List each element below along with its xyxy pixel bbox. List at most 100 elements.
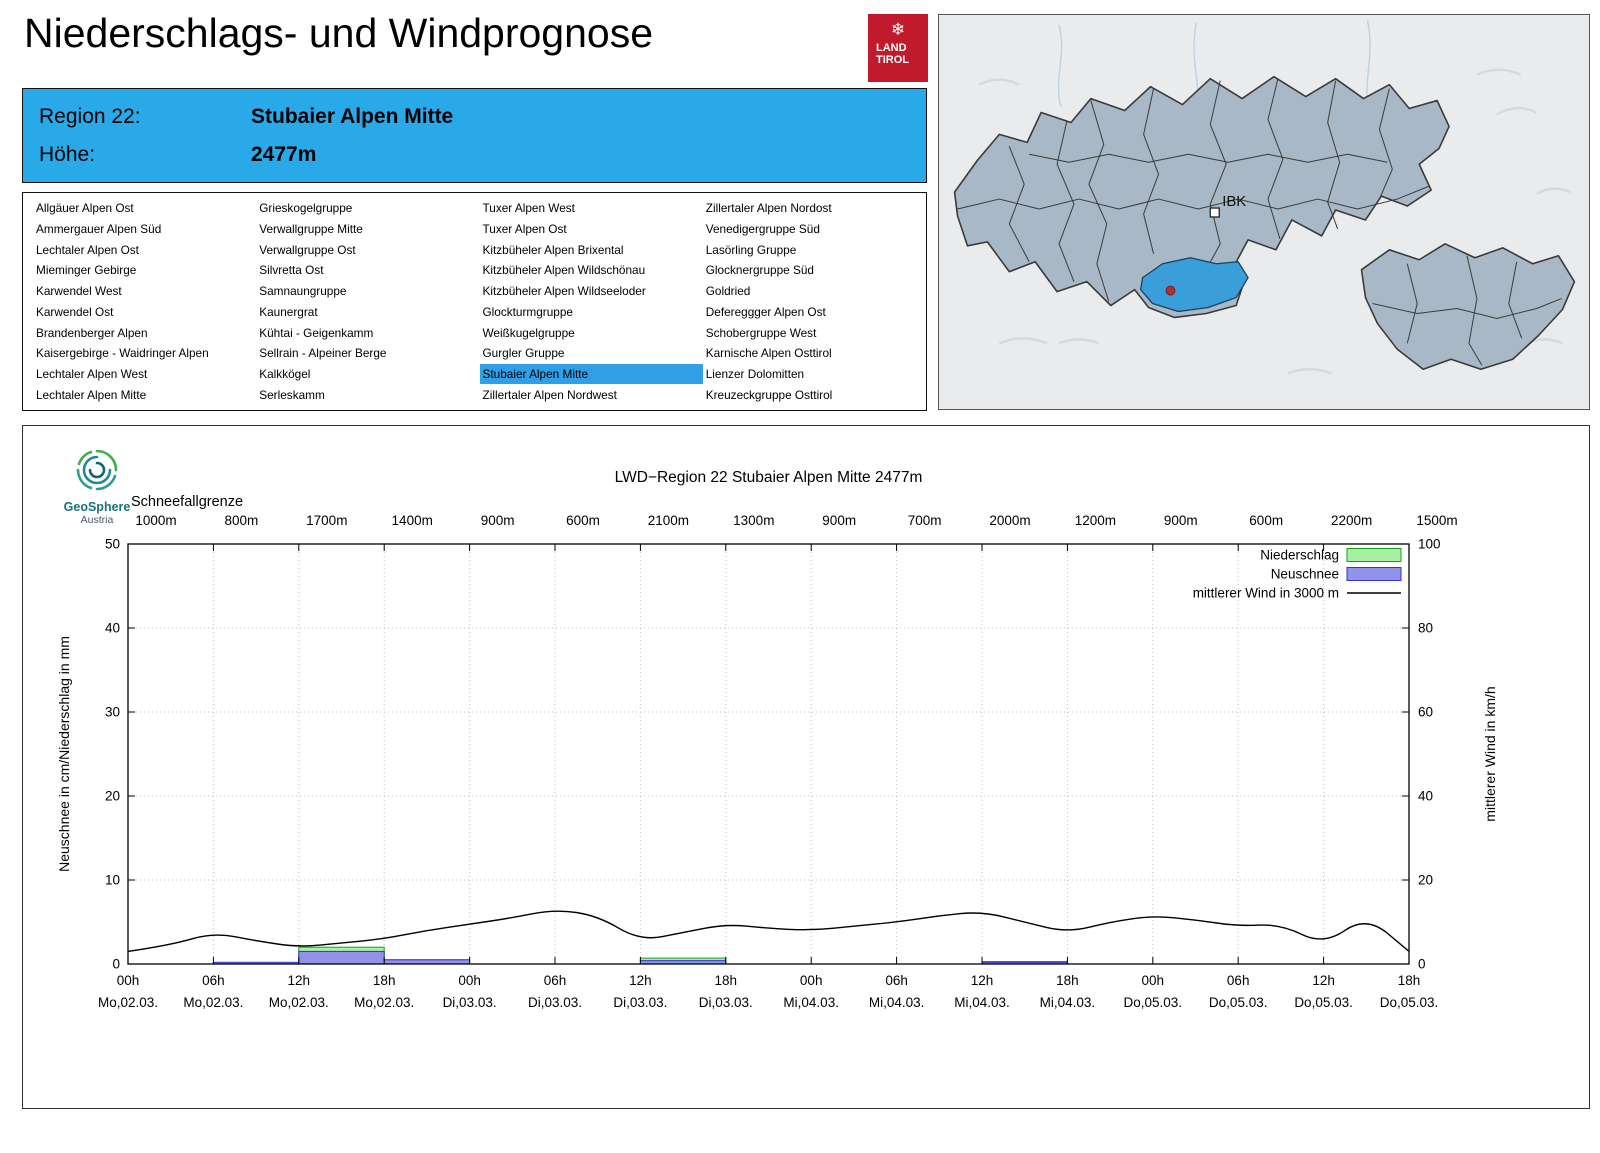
- region-list-item[interactable]: Mieminger Gebirge: [36, 263, 137, 278]
- region-list-item[interactable]: Kaisergebirge - Waidringer Alpen: [36, 346, 209, 361]
- region-list-item[interactable]: Karwendel West: [36, 284, 122, 299]
- geosphere-name: GeoSphere: [63, 500, 131, 514]
- region-label: Region 22:: [39, 105, 141, 128]
- region-list-item[interactable]: Kitzbüheler Alpen Wildschönau: [482, 263, 646, 278]
- x-tick-date-label: Do,05.03.: [1380, 995, 1439, 1010]
- x-tick-date-label: Do,05.03.: [1209, 995, 1268, 1010]
- wind-line: [127, 910, 1410, 953]
- tirol-map-svg[interactable]: IBK: [939, 15, 1589, 409]
- region-list-item[interactable]: Glockturmgruppe: [482, 304, 573, 319]
- altitude-label: Höhe:: [39, 143, 96, 166]
- region-list-item[interactable]: Glocknergruppe Süd: [705, 263, 814, 278]
- x-tick-time-label: 06h: [885, 973, 908, 988]
- snowline-value: 900m: [481, 513, 515, 528]
- region-list-item[interactable]: Allgäuer Alpen Ost: [36, 201, 134, 216]
- region-list-item[interactable]: Verwallgruppe Ost: [259, 242, 356, 257]
- geosphere-country: Austria: [80, 514, 114, 526]
- y-axis-label-right: mittlerer Wind in km/h: [1482, 686, 1498, 821]
- region-list-item[interactable]: Zillertaler Alpen Nordwest: [482, 387, 617, 402]
- region-list-item[interactable]: Kalkkögel: [259, 366, 311, 381]
- neuschnee-bar: [298, 950, 385, 965]
- x-tick-date-label: Mo,02.03.: [269, 995, 329, 1010]
- region-list-item[interactable]: Karwendel Ost: [36, 304, 114, 319]
- snowline-value: 1400m: [392, 513, 433, 528]
- region-list-item[interactable]: Weißkugelgruppe: [482, 325, 575, 340]
- region-list-item[interactable]: Verwallgruppe Mitte: [259, 222, 363, 237]
- map-region-north-tirol[interactable]: [953, 75, 1450, 319]
- region-list-item[interactable]: Brandenberger Alpen: [36, 325, 148, 340]
- region-list-item-selected[interactable]: Stubaier Alpen Mitte: [479, 363, 703, 385]
- y-tick-label-left: 0: [112, 957, 120, 972]
- region-list-item[interactable]: Samnaungruppe: [259, 284, 347, 299]
- region-list-item[interactable]: Silvretta Ost: [259, 263, 324, 278]
- x-tick-time-label: 18h: [1398, 973, 1421, 988]
- logo-text-tirol: TIROL: [876, 54, 909, 66]
- region-list-item[interactable]: Lasörling Gruppe: [705, 242, 797, 257]
- region-list-item[interactable]: Karnische Alpen Osttirol: [705, 346, 832, 361]
- snowline-value: 1700m: [306, 513, 347, 528]
- region-list-item[interactable]: Tuxer Alpen Ost: [482, 222, 567, 237]
- snowline-value: 1300m: [733, 513, 774, 528]
- region-list-item[interactable]: Kitzbüheler Alpen Wildseeloder: [482, 284, 646, 299]
- station-marker: [1165, 285, 1176, 296]
- forecast-chart-panel: GeoSphere Austria 0 10 20 30 40 50 0 20 40 60 80 10…: [22, 425, 1590, 1109]
- region-list-item[interactable]: Ammergauer Alpen Süd: [36, 222, 162, 237]
- region-list-item[interactable]: Kaunergrat: [259, 304, 318, 319]
- snowline-value: 700m: [908, 513, 942, 528]
- geosphere-swirl-icon: [76, 449, 118, 491]
- region-list-item[interactable]: Defereggger Alpen Ost: [705, 304, 826, 319]
- forecast-chart: 0 10 20 30 40 50 0 20 40 60 80 100 00h 06h 12h 18h 00h 06…: [56, 469, 1498, 1010]
- map-region-selected[interactable]: [1139, 257, 1249, 313]
- x-tick-date-label: Di,03.03.: [699, 995, 753, 1010]
- x-tick-time-label: 00h: [1142, 973, 1165, 988]
- x-tick-time-label: 12h: [1312, 973, 1335, 988]
- region-list-item[interactable]: Kühtai - Geigenkamm: [259, 325, 374, 340]
- y-tick-label-left: 10: [105, 873, 120, 888]
- region-list-item[interactable]: Lechtaler Alpen Ost: [36, 242, 139, 257]
- x-tick-date-label: Mi,04.03.: [783, 995, 839, 1010]
- x-tick-time-label: 12h: [971, 973, 994, 988]
- legend-label: mittlerer Wind in 3000 m: [1193, 586, 1339, 601]
- x-tick-time-label: 18h: [1056, 973, 1079, 988]
- region-list-item[interactable]: Sellrain - Alpeiner Berge: [259, 346, 387, 361]
- region-list-item[interactable]: Schobergruppe West: [705, 325, 817, 340]
- region-list-item[interactable]: Kitzbüheler Alpen Brixental: [482, 242, 624, 257]
- land-tirol-logo: ❄ LAND TIROL: [868, 14, 928, 82]
- region-list-item[interactable]: Grieskogelgruppe: [259, 201, 353, 216]
- region-banner: Region 22: Stubaier Alpen Mitte Höhe: 24…: [22, 88, 927, 183]
- x-tick-date-label: Di,03.03.: [613, 995, 667, 1010]
- y-tick-label-right: 0: [1418, 957, 1426, 972]
- map-regions[interactable]: IBK: [953, 75, 1576, 370]
- y-tick-label-left: 20: [105, 789, 120, 804]
- snowline-value: 1500m: [1416, 513, 1457, 528]
- snowline-label: Schneefallgrenze: [131, 494, 243, 510]
- ibk-marker: [1209, 207, 1220, 218]
- x-tick-time-label: 06h: [544, 973, 567, 988]
- region-list-item[interactable]: Goldried: [705, 284, 751, 299]
- chart-title: LWD−Region 22 Stubaier Alpen Mitte 2477m: [615, 469, 923, 486]
- region-list-item[interactable]: Venedigergruppe Süd: [705, 222, 820, 237]
- snowline-value: 600m: [566, 513, 600, 528]
- y-tick-label-left: 30: [105, 705, 120, 720]
- x-tick-date-label: Mo,02.03.: [183, 995, 243, 1010]
- region-borders: [957, 78, 1430, 302]
- y-axis-label-left: Neuschnee in cm/Niederschlag in mm: [56, 636, 72, 872]
- region-list-item[interactable]: Serleskamm: [259, 387, 325, 402]
- snowline-value: 2000m: [989, 513, 1030, 528]
- region-list-item[interactable]: Zillertaler Alpen Nordost: [705, 201, 832, 216]
- region-list-item[interactable]: Lechtaler Alpen Mitte: [36, 387, 147, 402]
- region-list-item[interactable]: Tuxer Alpen West: [482, 201, 575, 216]
- region-list-item[interactable]: Gurgler Gruppe: [482, 346, 565, 361]
- x-tick-time-label: 06h: [1227, 973, 1250, 988]
- tirol-map-panel[interactable]: IBK: [938, 14, 1590, 410]
- y-tick-label-right: 60: [1418, 705, 1433, 720]
- legend-swatch: [1346, 567, 1402, 581]
- snowline-value: 1000m: [135, 513, 176, 528]
- x-tick-date-label: Mi,04.03.: [954, 995, 1010, 1010]
- region-list-item[interactable]: Kreuzeckgruppe Osttirol: [705, 387, 833, 402]
- x-tick-date-label: Mi,04.03.: [869, 995, 925, 1010]
- snowline-value: 800m: [225, 513, 259, 528]
- region-list-item[interactable]: Lienzer Dolomitten: [705, 366, 805, 381]
- region-list-item[interactable]: Lechtaler Alpen West: [36, 366, 148, 381]
